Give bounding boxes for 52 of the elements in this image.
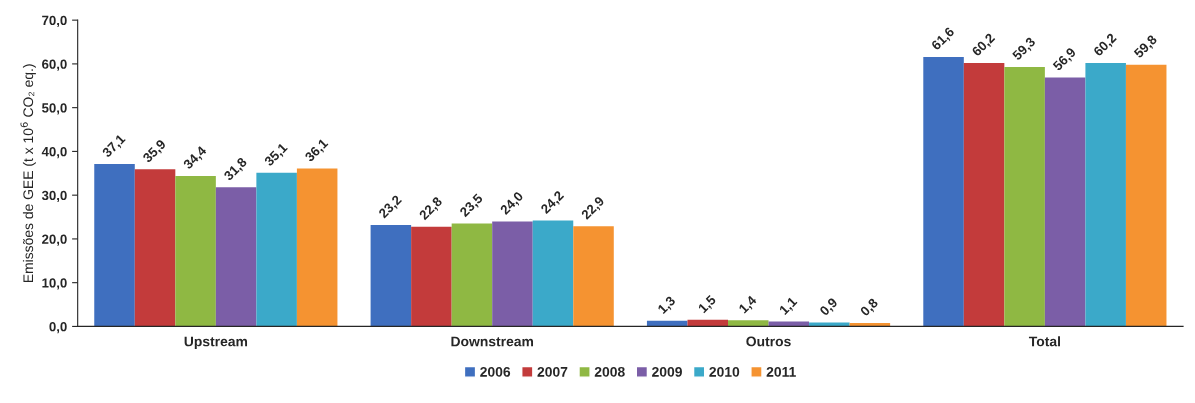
y-tick-label: 50,0 xyxy=(41,103,67,115)
bar xyxy=(451,223,493,327)
x-tick-label: Outros xyxy=(746,336,791,347)
legend-label: 2006 xyxy=(480,366,511,377)
bar xyxy=(296,168,338,327)
bar xyxy=(532,220,574,327)
data-label: 1,1 xyxy=(778,296,799,317)
bar xyxy=(573,226,614,327)
bar xyxy=(175,175,216,327)
bar xyxy=(1004,66,1045,327)
legend-label: 2010 xyxy=(709,366,740,377)
bar xyxy=(809,322,850,327)
bar xyxy=(728,320,769,327)
bar xyxy=(411,226,452,327)
data-label: 35,9 xyxy=(142,138,168,165)
bar xyxy=(1085,63,1126,327)
bar xyxy=(963,63,1005,327)
y-tick-label: 40,0 xyxy=(41,146,67,159)
data-label: 36,1 xyxy=(304,137,330,164)
x-tick-label: Downstream xyxy=(451,336,534,347)
x-tick-label: Upstream xyxy=(184,336,248,350)
y-tick-label: 60,0 xyxy=(42,59,67,71)
data-label: 1,3 xyxy=(657,295,678,316)
y-tick-label: 10,0 xyxy=(42,278,67,290)
bar xyxy=(687,319,728,327)
data-label: 37,1 xyxy=(101,133,128,160)
legend-label: 2009 xyxy=(652,366,682,377)
bar xyxy=(1125,64,1167,327)
bar xyxy=(1044,77,1086,327)
y-tick-label: 30,0 xyxy=(41,190,67,202)
bar xyxy=(492,221,533,327)
data-label: 0,9 xyxy=(819,297,840,318)
data-label: 56,9 xyxy=(1052,47,1078,73)
data-label: 1,4 xyxy=(738,294,759,316)
data-label: 35,1 xyxy=(263,142,290,168)
bar xyxy=(923,56,964,327)
y-tick-label: 20,0 xyxy=(42,234,67,246)
data-label: 0,8 xyxy=(859,297,880,318)
bar xyxy=(370,224,412,327)
bar xyxy=(215,187,257,327)
bar xyxy=(256,172,297,327)
x-tick-label: Total xyxy=(1028,336,1060,347)
data-label: 31,8 xyxy=(223,156,249,183)
data-label: 1,5 xyxy=(697,294,718,315)
legend-label: 2008 xyxy=(594,366,625,377)
bar xyxy=(94,164,135,327)
legend-label: 2007 xyxy=(537,366,568,377)
y-tick-label: 0,0 xyxy=(49,322,67,334)
y-axis-title: Emissões de GEE (t x 10$^{6}$ CO₂ eq.) xyxy=(20,64,36,283)
y-tick-label: 70,0 xyxy=(42,15,67,27)
bar xyxy=(134,169,176,327)
legend-label: 2011 xyxy=(766,366,796,377)
